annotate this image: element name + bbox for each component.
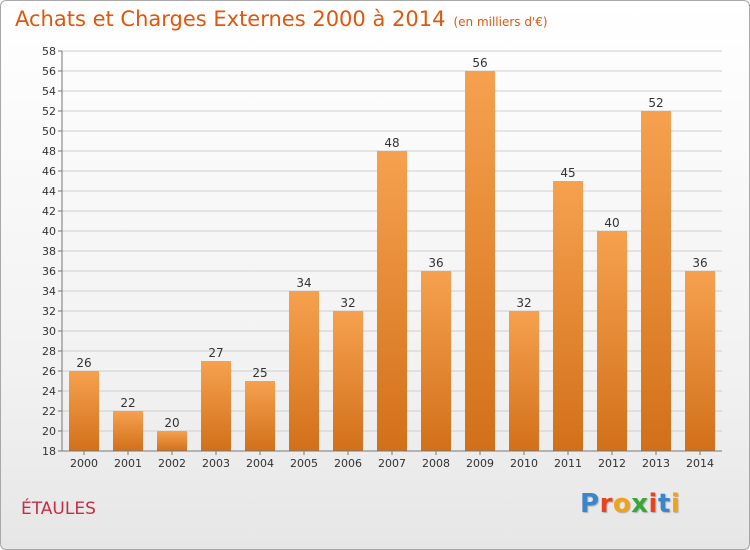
y-tick-label: 46 [42,165,56,178]
bar [465,71,495,451]
x-tick-label: 2014 [686,457,714,470]
x-tick-label: 2007 [378,457,406,470]
bar [377,151,407,451]
y-tick-label: 26 [42,365,56,378]
logo-letter: i [670,489,681,519]
x-tick-label: 2008 [422,457,450,470]
data-label: 56 [472,56,487,70]
data-label: 32 [340,296,355,310]
logo-letter: P [580,489,600,519]
bar [201,361,231,451]
bar [509,311,539,451]
data-label: 52 [648,96,663,110]
y-tick-label: 40 [42,225,56,238]
bar [289,291,319,451]
y-tick-label: 58 [42,45,56,58]
x-tick-label: 2010 [510,457,538,470]
x-tick-label: 2009 [466,457,494,470]
x-tick-label: 2006 [334,457,362,470]
bar [333,311,363,451]
logo-letter: i [648,489,658,519]
chart-title: Achats et Charges Externes 2000 à 2014 (e… [15,7,548,31]
bar [597,231,627,451]
logo-letter: o [612,489,632,519]
location-name: ÉTAULES [21,499,96,519]
y-tick-label: 28 [42,345,56,358]
x-tick-label: 2013 [642,457,670,470]
y-tick-label: 54 [42,85,56,98]
y-tick-label: 32 [42,305,56,318]
x-tick-label: 2004 [246,457,274,470]
y-tick-label: 34 [42,285,56,298]
data-label: 26 [76,356,91,370]
x-tick-label: 2001 [114,457,142,470]
x-tick-label: 2005 [290,457,318,470]
y-tick-label: 48 [42,145,56,158]
proxiti-logo[interactable]: Proxiti [580,489,680,519]
bar [685,271,715,451]
bar [245,381,275,451]
x-tick-label: 2002 [158,457,186,470]
y-tick-label: 56 [42,65,56,78]
y-tick-label: 52 [42,105,56,118]
bar [113,411,143,451]
x-tick-label: 2011 [554,457,582,470]
x-tick-label: 2000 [70,457,98,470]
y-tick-label: 20 [42,425,56,438]
bars: 26 22 20 27 25 34 32 48 36 56 32 45 40 52 36 [69,56,715,451]
data-label: 34 [296,276,311,290]
y-tick-label: 50 [42,125,56,138]
chart-title-text: Achats et Charges Externes 2000 à 2014 [15,7,446,31]
logo-letter: r [599,489,613,519]
y-tick-label: 22 [42,405,56,418]
data-label: 32 [516,296,531,310]
data-label: 20 [164,416,179,430]
data-label: 45 [560,166,575,180]
data-label: 40 [604,216,619,230]
data-label: 48 [384,136,399,150]
bar [553,181,583,451]
data-label: 27 [208,346,223,360]
y-tick-label: 24 [42,385,56,398]
data-label: 36 [428,256,443,270]
logo-letter: x [631,489,649,519]
x-tick-label: 2003 [202,457,230,470]
y-tick-label: 30 [42,325,56,338]
x-tick-label: 2012 [598,457,626,470]
bar [641,111,671,451]
bar [157,431,187,451]
chart-subtitle: (en milliers d'€) [453,15,548,29]
axes: 18 20 22 24 26 28 30 32 34 36 38 40 42 44 46 48 50 52 54 56… [42,45,722,470]
logo-letter: t [657,489,671,519]
y-tick-label: 18 [42,445,56,458]
data-label: 22 [120,396,135,410]
y-tick-label: 38 [42,245,56,258]
y-tick-label: 42 [42,205,56,218]
bar [69,371,99,451]
y-tick-label: 44 [42,185,56,198]
data-label: 36 [692,256,707,270]
y-tick-label: 36 [42,265,56,278]
bar [421,271,451,451]
data-label: 25 [252,366,267,380]
